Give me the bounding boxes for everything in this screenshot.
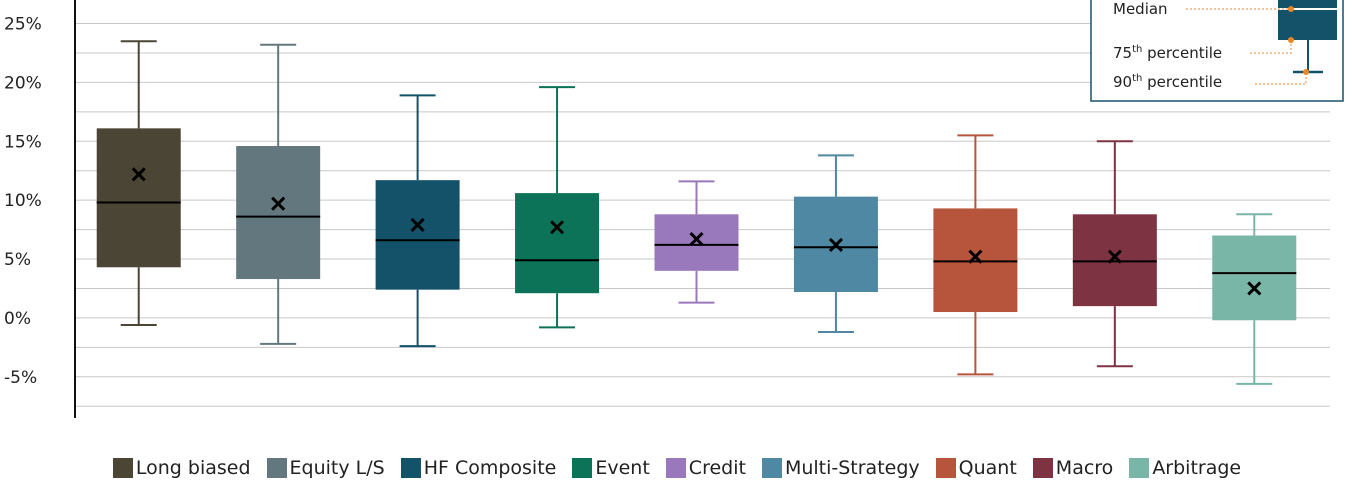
mean-marker — [271, 196, 286, 211]
box — [236, 146, 321, 280]
legend-swatch — [572, 458, 593, 478]
y-tick-label: 0% — [4, 309, 31, 329]
legend-label: Long biased — [135, 457, 251, 479]
y-tick-label: 15% — [4, 132, 42, 152]
y-tick-label: 20% — [4, 73, 42, 93]
mean-marker — [689, 231, 704, 247]
mean-marker — [1107, 249, 1122, 264]
box — [1072, 214, 1157, 307]
legend-swatch — [1129, 458, 1150, 478]
key-p90-label: 90th percentile — [1113, 73, 1222, 91]
key-sample-box — [1278, 0, 1337, 40]
mean-marker — [410, 217, 425, 232]
box — [654, 214, 739, 271]
legend-swatch — [112, 458, 133, 478]
legend-item: Credit — [665, 457, 746, 479]
key-p90-dot — [1303, 69, 1309, 75]
box — [96, 128, 181, 268]
legend-item: Long biased — [112, 457, 251, 479]
y-tick-label: 25% — [4, 15, 42, 35]
mean-marker — [828, 237, 844, 252]
key-p90-pointer — [1255, 72, 1307, 85]
legend-label: Multi-Strategy — [784, 457, 920, 479]
legend-swatch — [400, 458, 421, 478]
legend-label: Quant — [958, 457, 1017, 479]
mean-marker — [131, 167, 146, 182]
legend-label: Arbitrage — [1152, 457, 1242, 479]
box — [933, 208, 1018, 313]
legend-item: Macro — [1032, 457, 1114, 479]
legend-label: Credit — [688, 457, 746, 479]
y-tick-label: 5% — [4, 250, 31, 270]
legend: Long biased Equity L/S HF Composite Event Cr… — [0, 457, 1354, 479]
legend-label: Equity L/S — [289, 457, 385, 479]
key-median-dot — [1288, 6, 1294, 12]
mean-marker — [968, 249, 983, 264]
legend-item: Arbitrage — [1129, 457, 1241, 479]
legend-label: Macro — [1055, 457, 1114, 479]
box — [375, 180, 460, 290]
mean-marker — [549, 220, 565, 235]
legend-label: HF Composite — [423, 457, 557, 479]
legend-swatch — [1032, 458, 1053, 478]
legend-item: Quant — [935, 457, 1017, 479]
y-tick-label: -5% — [4, 368, 37, 388]
y-tick-label: 10% — [4, 191, 42, 211]
mean-marker — [1247, 281, 1262, 296]
legend-label: Event — [595, 457, 650, 479]
key-p75-pointer — [1250, 40, 1292, 54]
key-p75-dot — [1288, 37, 1294, 43]
legend-swatch — [266, 458, 287, 478]
key-p75-label: 75th percentile — [1113, 44, 1222, 62]
legend-swatch — [665, 458, 686, 478]
box — [515, 193, 600, 294]
legend-swatch — [761, 458, 782, 478]
legend-item: Event — [572, 457, 650, 479]
legend-item: Equity L/S — [266, 457, 385, 479]
legend-item: HF Composite — [400, 457, 557, 479]
legend-swatch — [935, 458, 956, 478]
box — [1212, 235, 1297, 321]
key-median-label: Median — [1113, 0, 1168, 18]
legend-item: Multi-Strategy — [761, 457, 920, 479]
